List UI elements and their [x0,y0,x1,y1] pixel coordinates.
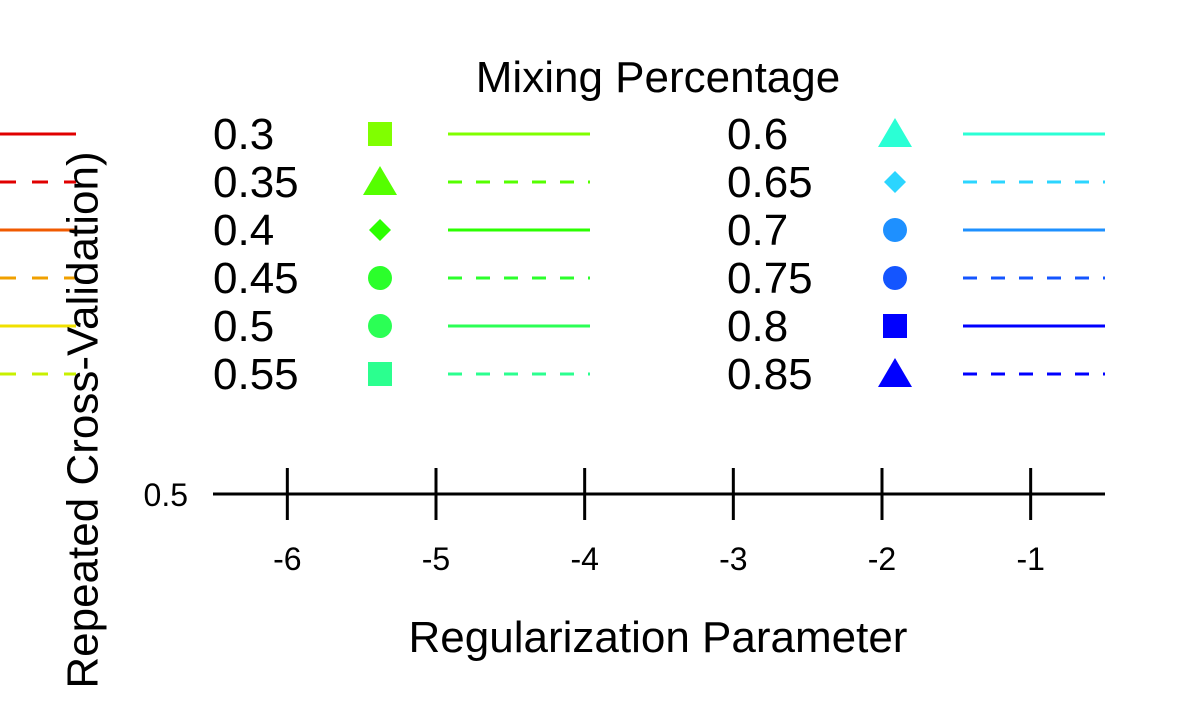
legend-entry-label: 0.5 [213,302,274,351]
x-tick-label: -2 [868,541,896,577]
legend-entry: 0.75 [727,254,1105,303]
legend-entry: 0.45 [213,254,590,303]
legend-entry-label: 0.85 [727,350,813,399]
circle-marker [368,266,392,290]
square-marker [368,362,392,386]
triangle-marker [878,118,912,147]
left-legend-fragment [0,132,76,376]
triangle-marker [363,166,397,195]
legend-entry: 0.7 [727,206,1105,255]
square-marker [883,314,907,338]
legend-entry: 0.85 [727,350,1105,399]
circle-marker [368,314,392,338]
y-axis-title: Repeated Cross-Validation) [59,151,108,688]
x-tick-label: -4 [570,541,598,577]
diamond-marker [369,219,391,241]
legend-entry-label: 0.75 [727,254,813,303]
legend-entry-label: 0.6 [727,110,788,159]
legend-entry: 0.55 [213,350,590,399]
circle-marker [883,218,907,242]
x-tick-label: -3 [719,541,747,577]
legend-entry-label: 0.4 [213,206,274,255]
diamond-marker [884,171,906,193]
circle-marker [883,266,907,290]
legend-entry: 0.35 [213,158,590,207]
x-axis-title: Regularization Parameter [409,613,908,662]
legend-entry: 0.6 [727,110,1105,159]
legend-entry-label: 0.55 [213,350,299,399]
legend-entry-label: 0.3 [213,110,274,159]
legend-entry-label: 0.65 [727,158,813,207]
x-tick-label: -5 [422,541,450,577]
legend-entry: 0.4 [213,206,590,255]
triangle-marker [878,358,912,387]
legend-entry: 0.5 [213,302,590,351]
square-marker [368,122,392,146]
y-tick-label: 0.5 [144,477,188,513]
x-tick-label: -1 [1016,541,1044,577]
legend: 0.30.350.40.450.50.55 0.60.650.70.750.80.… [213,110,1105,399]
x-tick-label: -6 [273,541,301,577]
plot-axes: -6 -5 -4 -3 -2 -1 0.5 [144,468,1105,577]
legend-entry-label: 0.7 [727,206,788,255]
legend-entry: 0.8 [727,302,1105,351]
legend-entry: 0.65 [727,158,1105,207]
legend-entry: 0.3 [213,110,590,159]
legend-entry-label: 0.8 [727,302,788,351]
legend-entry-label: 0.35 [213,158,299,207]
legend-title: Mixing Percentage [476,53,840,102]
legend-entry-label: 0.45 [213,254,299,303]
